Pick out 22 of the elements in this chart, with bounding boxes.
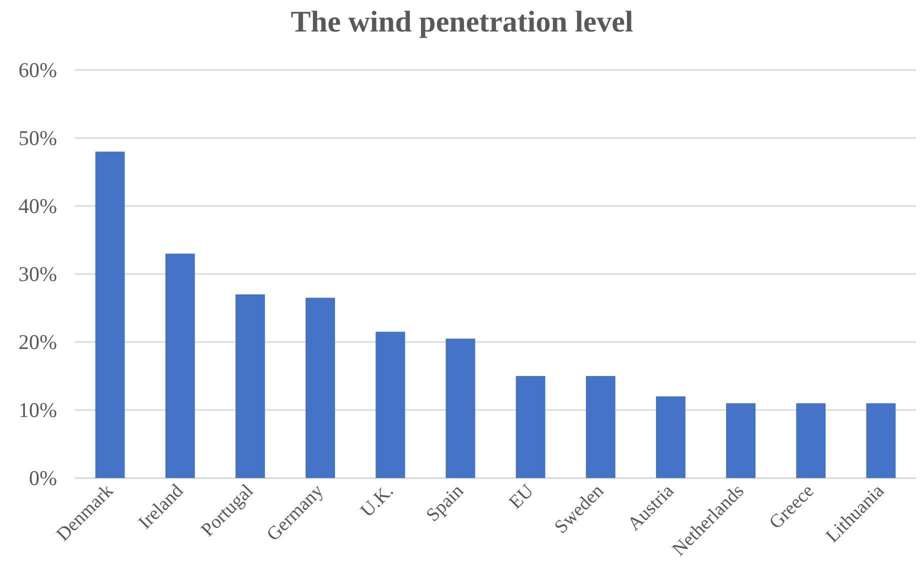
chart-title: The wind penetration level [290, 6, 634, 38]
y-tick-label: 60% [18, 58, 57, 82]
x-tick-label: EU [505, 480, 538, 514]
bar [376, 332, 406, 478]
y-tick-label: 20% [18, 330, 57, 354]
bar [656, 396, 686, 478]
bar [446, 338, 476, 478]
bar [235, 294, 265, 478]
bar [866, 403, 896, 478]
bar [796, 403, 826, 478]
bar [516, 376, 546, 478]
y-tick-label: 10% [18, 398, 57, 422]
bar [726, 403, 756, 478]
y-tick-label: 40% [18, 194, 57, 218]
bar [306, 298, 336, 478]
bar [586, 376, 616, 478]
y-tick-label: 30% [18, 262, 57, 286]
x-tick-label: U.K. [356, 480, 398, 522]
bar [95, 152, 125, 478]
y-tick-label: 0% [29, 466, 57, 490]
bar [165, 254, 195, 478]
y-tick-label: 50% [18, 126, 57, 150]
